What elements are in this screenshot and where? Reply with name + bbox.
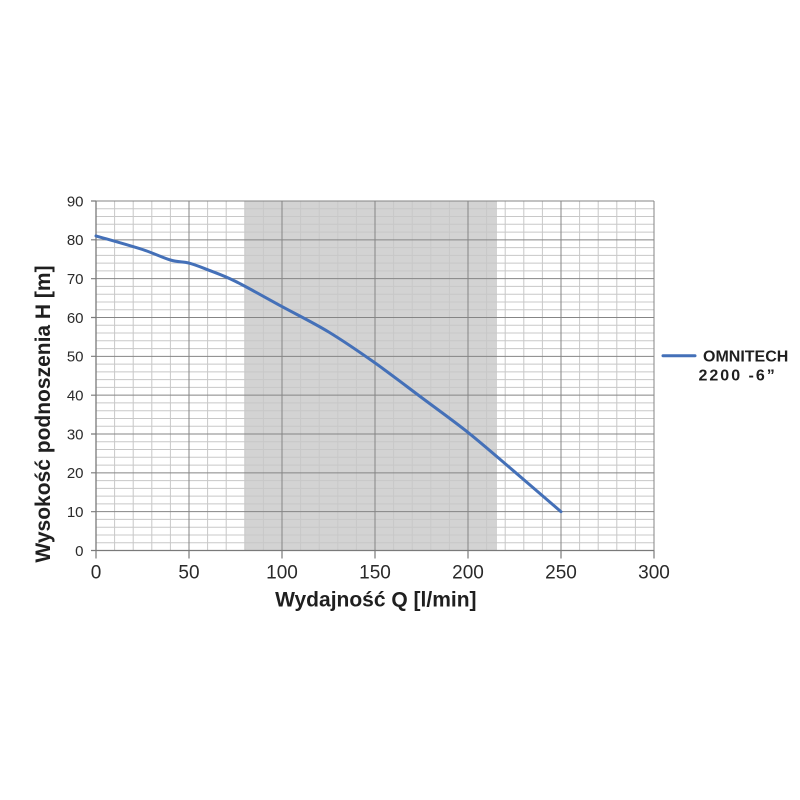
svg-text:OMNITECH: OMNITECH [703,349,788,366]
svg-text:250: 250 [545,563,577,584]
svg-text:0: 0 [91,563,102,584]
svg-text:20: 20 [67,465,84,482]
svg-text:30: 30 [67,426,84,443]
svg-text:60: 60 [67,310,84,327]
svg-text:80: 80 [67,232,84,249]
svg-text:0: 0 [75,543,83,560]
svg-text:100: 100 [266,563,298,584]
svg-text:50: 50 [67,349,84,366]
svg-text:Wydajność Q [l/min]: Wydajność Q [l/min] [275,589,476,612]
svg-text:90: 90 [67,193,84,210]
svg-text:300: 300 [638,563,670,584]
svg-text:50: 50 [178,563,199,584]
svg-text:70: 70 [67,271,84,288]
svg-text:2200 -6”: 2200 -6” [699,368,777,385]
svg-text:150: 150 [359,563,391,584]
svg-text:10: 10 [67,504,84,521]
svg-text:40: 40 [67,388,84,405]
svg-text:200: 200 [452,563,484,584]
svg-text:Wysokość podnoszenia H [m]: Wysokość podnoszenia H [m] [32,265,55,562]
